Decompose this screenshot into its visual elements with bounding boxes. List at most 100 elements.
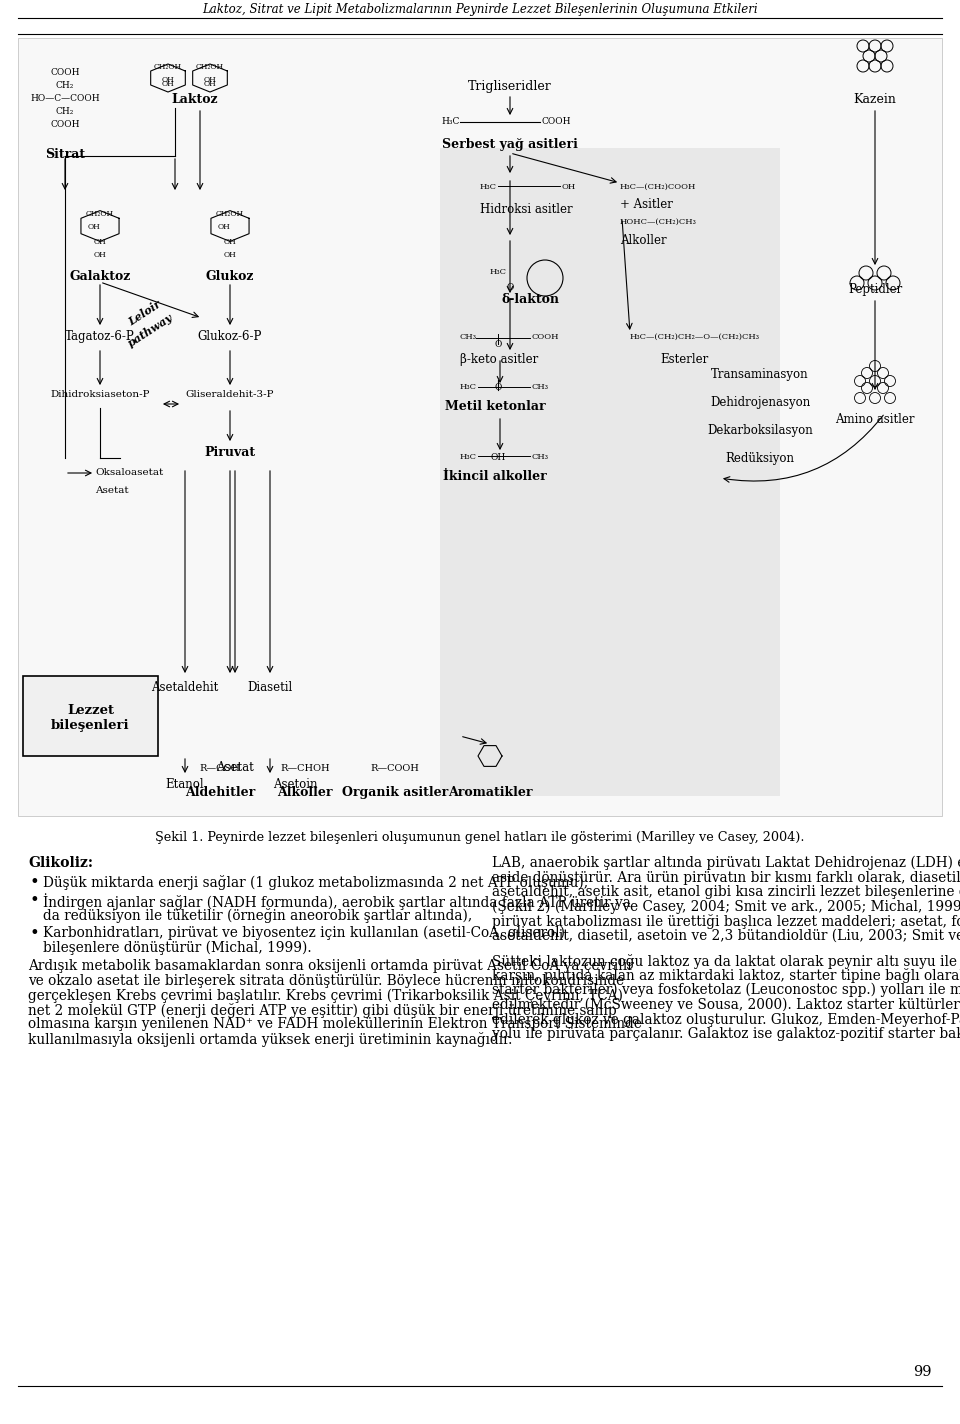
Text: + Asitler: + Asitler bbox=[620, 198, 673, 211]
Text: pirüvat katabolizması ile ürettiği başlıca lezzet maddeleri; asetat, format, eta: pirüvat katabolizması ile ürettiği başlı… bbox=[492, 914, 960, 930]
Text: OH: OH bbox=[204, 75, 216, 84]
Text: Sütteki laktozun çoğu laktoz ya da laktat olarak peynir altı suyu ile kaybedilme: Sütteki laktozun çoğu laktoz ya da lakta… bbox=[492, 954, 960, 968]
Text: (Şekil 2) (Marilley ve Casey, 2004; Smit ve ark., 2005; Michal, 1999). LAB'nin i: (Şekil 2) (Marilley ve Casey, 2004; Smit… bbox=[492, 900, 960, 914]
Text: OH: OH bbox=[161, 80, 175, 88]
Text: Oksaloasetat: Oksaloasetat bbox=[95, 468, 163, 477]
Text: bileşenlere dönüştürür (Michal, 1999).: bileşenlere dönüştürür (Michal, 1999). bbox=[43, 941, 312, 956]
Text: pathway: pathway bbox=[126, 312, 175, 349]
Text: 99: 99 bbox=[914, 1366, 932, 1378]
Text: Gliseraldehit-3-P: Gliseraldehit-3-P bbox=[185, 390, 275, 399]
Text: da redüksiyon ile tüketilir (örneğin aneorobik şartlar altında),: da redüksiyon ile tüketilir (örneğin ane… bbox=[43, 909, 472, 923]
Text: OH: OH bbox=[562, 184, 576, 191]
Text: •: • bbox=[30, 893, 39, 910]
Text: ve okzalo asetat ile birleşerek sitrata dönüştürülür. Böylece hücrenin mitokondr: ve okzalo asetat ile birleşerek sitrata … bbox=[28, 974, 624, 987]
Text: Glikoliz:: Glikoliz: bbox=[28, 856, 93, 870]
Text: edilerek glukoz ve galaktoz oluşturulur. Glukoz, Emden-Meyerhof-Parnas (EMP) met: edilerek glukoz ve galaktoz oluşturulur.… bbox=[492, 1012, 960, 1027]
Text: •: • bbox=[30, 874, 39, 891]
Text: CH₃: CH₃ bbox=[532, 453, 549, 461]
Text: H₃C: H₃C bbox=[460, 383, 477, 392]
Text: karşın, pıhtıda kalan az miktardaki laktoz, starter tipine bağlı olarak glikolit: karşın, pıhtıda kalan az miktardaki lakt… bbox=[492, 968, 960, 984]
Text: İkincil alkoller: İkincil alkoller bbox=[444, 470, 547, 483]
Text: H₃C: H₃C bbox=[442, 118, 460, 127]
Text: H₃C: H₃C bbox=[480, 184, 497, 191]
Text: Kazein: Kazein bbox=[853, 93, 897, 105]
Text: Tagatoz-6-P: Tagatoz-6-P bbox=[65, 330, 134, 343]
Text: Aromatikler: Aromatikler bbox=[447, 786, 532, 799]
Text: CH₂OH: CH₂OH bbox=[154, 63, 182, 71]
Text: Glukoz-6-P: Glukoz-6-P bbox=[198, 330, 262, 343]
Text: R—COOH: R—COOH bbox=[371, 765, 420, 773]
Text: COOH: COOH bbox=[50, 68, 80, 77]
Text: R—CHOH: R—CHOH bbox=[280, 765, 330, 773]
Text: OH: OH bbox=[161, 75, 175, 84]
Text: CH₂: CH₂ bbox=[56, 81, 74, 90]
Text: O: O bbox=[506, 283, 514, 292]
Text: Ardışık metabolik basamaklardan sonra oksijenli ortamda pirüvat Asetil CoA ya çe: Ardışık metabolik basamaklardan sonra ok… bbox=[28, 958, 634, 973]
Text: Karbonhidratları, pirüvat ve biyosentez için kullanılan (asetil-CoA, gliserol): Karbonhidratları, pirüvat ve biyosentez … bbox=[43, 926, 565, 940]
Text: LAB, anaerobik şartlar altında pirüvatı Laktat Dehidrojenaz (LDH) enzimi ile lak: LAB, anaerobik şartlar altında pirüvatı … bbox=[492, 856, 960, 870]
Text: net 2 molekül GTP (enerji değeri ATP ye eşittir) gibi düşük bir enerji üretimine: net 2 molekül GTP (enerji değeri ATP ye … bbox=[28, 1002, 616, 1018]
Text: Amino asitler: Amino asitler bbox=[835, 413, 915, 426]
Text: Dekarboksilasyon: Dekarboksilasyon bbox=[708, 424, 813, 437]
Text: kullanılmasıyla oksijenli ortamda yüksek enerji üretiminin kaynağıdır.: kullanılmasıyla oksijenli ortamda yüksek… bbox=[28, 1032, 513, 1047]
Text: Galaktoz: Galaktoz bbox=[69, 271, 131, 283]
Text: COOH: COOH bbox=[542, 118, 571, 127]
Text: Asetat: Asetat bbox=[216, 760, 253, 775]
Text: Esterler: Esterler bbox=[660, 353, 708, 366]
Text: COOH: COOH bbox=[532, 333, 560, 340]
Text: COOH: COOH bbox=[50, 120, 80, 130]
Text: Asetat: Asetat bbox=[95, 486, 129, 496]
Text: gerçekleşen Krebs çevrimi başlatılır. Krebs çevrimi (Trikarboksilik Asit Çevrimi: gerçekleşen Krebs çevrimi başlatılır. Kr… bbox=[28, 988, 623, 1002]
Text: Glukoz: Glukoz bbox=[205, 271, 254, 283]
Text: OH: OH bbox=[87, 224, 100, 231]
Text: H₃C: H₃C bbox=[460, 453, 477, 461]
Text: Redüksiyon: Redüksiyon bbox=[726, 451, 795, 466]
Text: CH₃: CH₃ bbox=[460, 333, 477, 340]
Text: yolu ile pirüvata parçalanır. Galaktoz ise galaktoz-pozitif starter bakteriler: yolu ile pirüvata parçalanır. Galaktoz i… bbox=[492, 1027, 960, 1041]
Text: asetaldehit, asetik asit, etanol gibi kısa zincirli lezzet bileşenlerine dönüştü: asetaldehit, asetik asit, etanol gibi kı… bbox=[492, 886, 960, 899]
Bar bbox=[23, 676, 158, 756]
Text: δ-lakton: δ-lakton bbox=[501, 293, 559, 306]
Text: OH: OH bbox=[94, 238, 107, 246]
Text: HO—C—COOH: HO—C—COOH bbox=[30, 94, 100, 103]
Text: β-keto asitler: β-keto asitler bbox=[460, 353, 539, 366]
Text: OH: OH bbox=[224, 251, 236, 259]
Text: R—COH: R—COH bbox=[200, 765, 241, 773]
Text: Alkoller: Alkoller bbox=[277, 786, 333, 799]
Text: O: O bbox=[494, 340, 502, 349]
Text: CH₂: CH₂ bbox=[56, 107, 74, 115]
Text: Lezzet: Lezzet bbox=[67, 703, 114, 716]
Text: İndirgen ajanlar sağlar (NADH formunda), aerobik şartlar altında fazla ATP üreti: İndirgen ajanlar sağlar (NADH formunda),… bbox=[43, 893, 631, 910]
Text: OH: OH bbox=[224, 238, 236, 246]
Text: OH: OH bbox=[94, 251, 107, 259]
Text: Laktoz, Sitrat ve Lipit Metabolizmalarının Peynirde Lezzet Bileşenlerinin Oluşum: Laktoz, Sitrat ve Lipit Metabolizmaların… bbox=[203, 3, 757, 16]
Text: Dihidroksiaseton-P: Dihidroksiaseton-P bbox=[50, 390, 150, 399]
Text: edilmektedir (McSweeney ve Sousa, 2000). Laktoz starter kültürler tarafından hid: edilmektedir (McSweeney ve Sousa, 2000).… bbox=[492, 998, 960, 1012]
Text: H₃C—(CH₂)CH₂—O—(CH₂)CH₃: H₃C—(CH₂)CH₂—O—(CH₂)CH₃ bbox=[630, 333, 760, 340]
Text: Trigliseridler: Trigliseridler bbox=[468, 80, 552, 93]
Text: Leloir: Leloir bbox=[127, 298, 163, 328]
Text: Organik asitler: Organik asitler bbox=[342, 786, 448, 799]
Bar bbox=[18, 38, 942, 816]
Text: bileşenleri: bileşenleri bbox=[51, 719, 130, 732]
Text: Diasetil: Diasetil bbox=[248, 681, 293, 693]
Text: HOHC—(CH₂)CH₃: HOHC—(CH₂)CH₃ bbox=[620, 218, 697, 226]
Bar bbox=[440, 148, 780, 796]
Text: Sitrat: Sitrat bbox=[45, 148, 85, 161]
Text: H₃C: H₃C bbox=[490, 268, 507, 276]
Text: Serbest yağ asitleri: Serbest yağ asitleri bbox=[442, 138, 578, 151]
Text: •: • bbox=[30, 926, 39, 943]
Text: Metil ketonlar: Metil ketonlar bbox=[444, 400, 545, 413]
Text: Transaminasyon: Transaminasyon bbox=[711, 367, 809, 382]
Text: Aldehitler: Aldehitler bbox=[185, 786, 255, 799]
Text: CH₂OH: CH₂OH bbox=[86, 209, 114, 218]
Text: O: O bbox=[494, 383, 502, 392]
Text: Dehidrojenasyon: Dehidrojenasyon bbox=[709, 396, 810, 409]
Text: Piruvat: Piruvat bbox=[204, 446, 255, 459]
Text: CH₂OH: CH₂OH bbox=[216, 209, 244, 218]
Text: Asetoin: Asetoin bbox=[273, 778, 317, 790]
Text: asetaldehit, diasetil, asetoin ve 2,3 bütandioldür (Liu, 2003; Smit ve ark., 200: asetaldehit, diasetil, asetoin ve 2,3 bü… bbox=[492, 928, 960, 943]
Text: OH: OH bbox=[204, 80, 216, 88]
Text: olmasına karşın yenilenen NAD⁺ ve FADH moleküllerinin Elektron Transport Sistemi: olmasına karşın yenilenen NAD⁺ ve FADH m… bbox=[28, 1017, 642, 1031]
FancyArrowPatch shape bbox=[724, 416, 883, 483]
